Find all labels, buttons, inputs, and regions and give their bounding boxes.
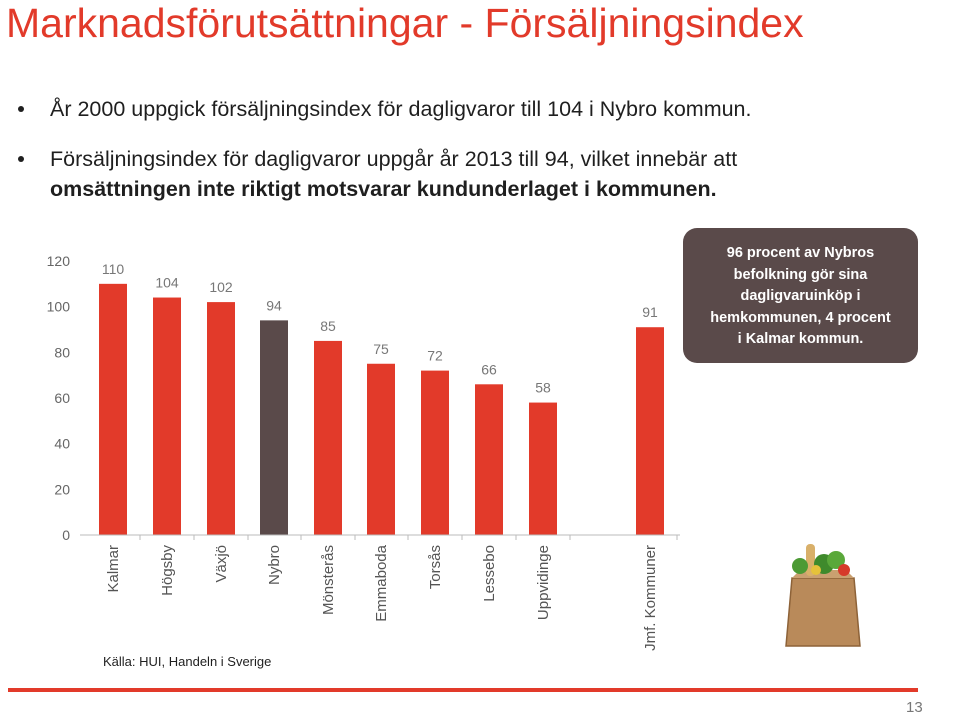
y-tick-label: 80: [54, 344, 70, 360]
y-tick-label: 60: [54, 390, 70, 406]
bar-value-label: 72: [427, 348, 443, 364]
category-label: Uppvidinge: [535, 545, 552, 620]
bar-emmaboda: [367, 363, 395, 535]
bar-uppvidinge: [529, 402, 557, 535]
category-label: Nybro: [266, 545, 283, 585]
category-label: Växjö: [213, 545, 230, 583]
source-note: Källa: HUI, Handeln i Sverige: [103, 654, 272, 669]
category-label: Högsby: [159, 545, 176, 596]
callout-line: hemkommunen, 4 procent: [710, 309, 891, 326]
bullet-dot-icon: [18, 156, 24, 162]
callout-line: dagligvaruinköp i: [740, 288, 861, 304]
bar-v-xj-: [207, 302, 235, 535]
bar-tors-s: [421, 370, 449, 535]
footer-divider: [8, 688, 918, 692]
bullet-text-line2: omsättningen inte riktigt motsvarar kund…: [50, 177, 717, 201]
slide-title: Marknadsförutsättningar - Försäljningsin…: [6, 0, 804, 46]
page-number: 13: [906, 699, 923, 716]
callout-box: 96 procent av Nybros befolkning gör sina…: [683, 228, 918, 363]
category-label: Jmf. Kommuner: [642, 545, 659, 651]
bar-value-label: 66: [481, 361, 497, 377]
bar-value-label: 58: [535, 380, 551, 396]
y-tick-label: 20: [54, 481, 70, 497]
bullet-text: År 2000 uppgick försäljningsindex för da…: [50, 97, 752, 121]
category-label: Torsås: [427, 545, 444, 589]
bullet-text-line1: Försäljningsindex för dagligvaror uppgår…: [50, 147, 738, 171]
callout-line: 96 procent av Nybros: [726, 245, 875, 261]
y-tick-label: 40: [54, 436, 70, 452]
grocery-bag-icon: [785, 544, 861, 647]
bullet-list: År 2000 uppgick försäljningsindex för da…: [18, 94, 918, 204]
bullet-item: År 2000 uppgick försäljningsindex för da…: [18, 94, 918, 124]
bar-value-label: 110: [102, 261, 125, 277]
bar-value-label: 104: [155, 275, 179, 291]
bullet-dot-icon: [18, 106, 24, 112]
bar-m-nster-s: [314, 340, 342, 535]
bar-jmf-kommuner: [636, 327, 664, 535]
callout-line: befolkning gör sina: [733, 266, 868, 283]
category-label: Emmaboda: [373, 544, 390, 621]
category-label: Kalmar: [105, 545, 122, 593]
y-tick-label: 120: [47, 253, 71, 269]
callout-line: i Kalmar kommun.: [737, 331, 864, 347]
bar-value-label: 94: [266, 297, 282, 313]
bar-kalmar: [99, 283, 127, 535]
bar-value-label: 85: [320, 318, 336, 334]
category-label: Lessebo: [481, 545, 498, 602]
bar-value-label: 102: [209, 279, 233, 295]
category-label: Mönsterås: [320, 545, 337, 615]
bars: 110 104 102 94 85 75 72 66 58 91: [99, 261, 664, 535]
bar-lessebo: [475, 384, 503, 535]
x-axis: Kalmar Högsby Växjö Nybro Mönsterås Emmaboda T…: [80, 534, 680, 651]
bar-value-label: 75: [373, 341, 389, 357]
y-axis: 0 20 40 60 80 100 120: [47, 253, 71, 543]
y-tick-label: 100: [47, 299, 71, 315]
bar-h-gsby: [153, 297, 181, 535]
bullet-item: Försäljningsindex för dagligvaror uppgår…: [18, 144, 918, 204]
bar-value-label: 91: [642, 304, 658, 320]
y-tick-label: 0: [62, 527, 70, 543]
bar-nybro: [260, 320, 288, 535]
